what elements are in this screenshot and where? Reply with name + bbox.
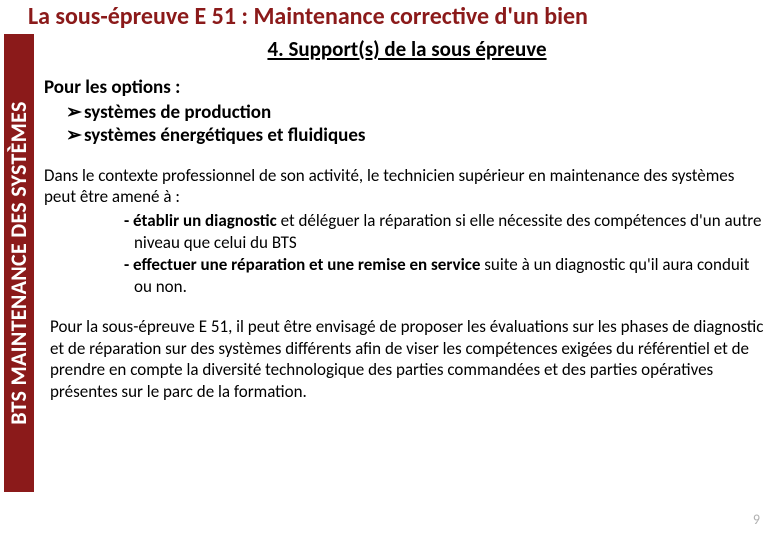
main-content: 4. Support(s) de la sous épreuve Pour le… xyxy=(44,36,770,403)
sidebar-label: BTS MAINTENANCE DES SYSTÈMES xyxy=(4,36,34,490)
sidebar-band: BTS MAINTENANCE DES SYSTÈMES xyxy=(4,34,34,492)
closing-paragraph: Pour la sous-épreuve E 51, il peut être … xyxy=(44,316,770,403)
context-lead: Dans le contexte professionnel de son ac… xyxy=(44,165,770,208)
list-item: ➢systèmes énergétiques et fluidiques xyxy=(66,124,770,147)
bullet-arrow-icon: ➢ xyxy=(66,124,84,147)
option-label: systèmes énergétiques et fluidiques xyxy=(84,124,366,147)
context-item-bold: - effectuer une réparation et une remise… xyxy=(124,254,480,275)
section-heading: 4. Support(s) de la sous épreuve xyxy=(44,36,770,62)
list-item: ➢systèmes de production xyxy=(66,101,770,124)
options-intro: Pour les options : xyxy=(44,76,770,99)
options-list: ➢systèmes de production ➢systèmes énergé… xyxy=(44,101,770,147)
list-item: - effectuer une réparation et une remise… xyxy=(124,254,770,298)
page-title: La sous-épreuve E 51 : Maintenance corre… xyxy=(28,2,776,31)
page-number: 9 xyxy=(753,511,760,528)
list-item: - établir un diagnostic et déléguer la r… xyxy=(124,210,770,254)
bullet-arrow-icon: ➢ xyxy=(66,101,84,124)
option-label: systèmes de production xyxy=(84,101,271,124)
context-item-bold: - établir un diagnostic xyxy=(124,210,277,231)
context-items: - établir un diagnostic et déléguer la r… xyxy=(44,210,770,298)
